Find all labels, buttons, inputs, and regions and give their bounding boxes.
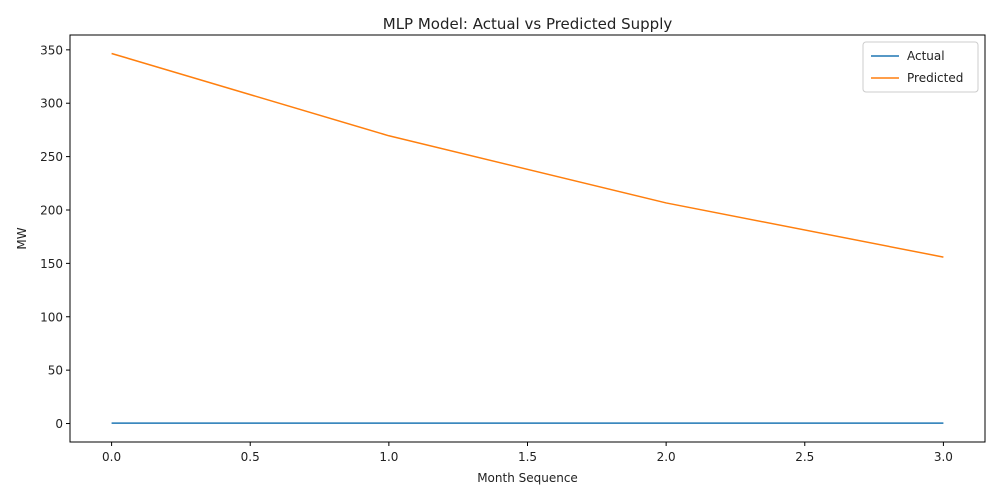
legend-box <box>862 41 979 93</box>
series-layer <box>111 52 944 424</box>
y-tick-label: 0 <box>55 417 63 431</box>
y-tick-label: 150 <box>40 257 63 271</box>
x-axis-label: Month Sequence <box>477 471 578 485</box>
y-tick-label: 50 <box>48 364 63 378</box>
y-axis-label: MW <box>15 227 29 249</box>
x-tick-label: 2.0 <box>657 450 676 464</box>
x-axis: 0.0 0.5 1.0 1.5 2.0 2.5 3.0 <box>102 442 953 464</box>
y-tick-label: 250 <box>40 150 63 164</box>
x-tick-label: 3.0 <box>934 450 953 464</box>
x-tick-label: 1.5 <box>518 450 537 464</box>
x-tick-label: 0.0 <box>102 450 121 464</box>
y-axis: 0 50 100 150 200 250 300 350 <box>40 43 70 431</box>
y-tick-label: 300 <box>40 97 63 111</box>
x-tick-label: 2.5 <box>795 450 814 464</box>
legend-label-actual: Actual <box>907 49 945 63</box>
series-line-predicted <box>111 52 944 258</box>
x-tick-label: 0.5 <box>241 450 260 464</box>
legend: Actual Predicted <box>862 41 979 93</box>
y-tick-label: 100 <box>40 310 63 324</box>
x-tick-label: 1.0 <box>379 450 398 464</box>
chart-title: MLP Model: Actual vs Predicted Supply <box>383 15 673 33</box>
y-tick-label: 350 <box>40 43 63 57</box>
y-tick-label: 200 <box>40 203 63 217</box>
legend-label-predicted: Predicted <box>907 71 963 85</box>
